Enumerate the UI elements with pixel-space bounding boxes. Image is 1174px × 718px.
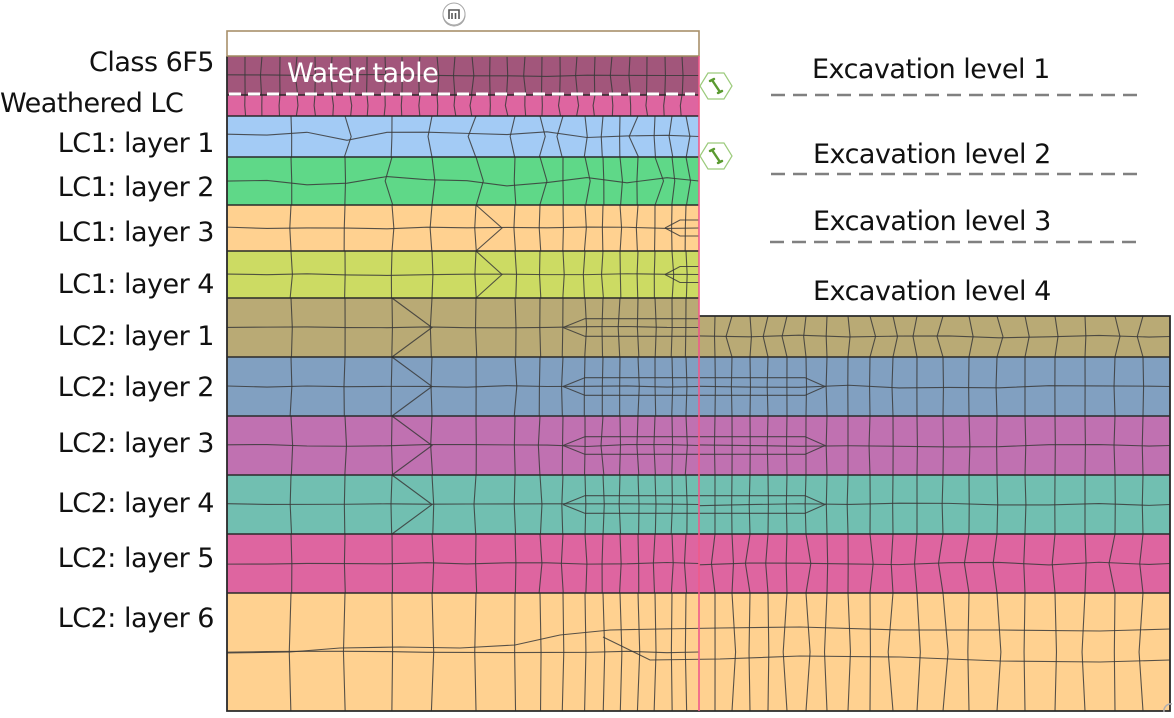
layer-label: LC1: layer 4 [58, 269, 214, 300]
mesh-line [602, 205, 603, 251]
layer-label: LC1: layer 2 [58, 172, 214, 203]
layer-label: LC2: layer 2 [58, 372, 214, 403]
marker-circle [443, 3, 465, 25]
water-table-label: Water table [287, 58, 438, 89]
excavation-level-label: Excavation level 4 [813, 276, 1051, 307]
layer-label: LC2: layer 3 [58, 428, 214, 459]
layer-label: Weathered LC [0, 88, 183, 119]
layer-label: LC1: layer 3 [58, 217, 214, 248]
layer-label: LC2: layer 6 [58, 603, 214, 634]
excavation-level-label: Excavation level 2 [813, 139, 1051, 170]
mesh-line [227, 504, 699, 505]
mesh-line [585, 416, 586, 475]
excavation-level-label: Excavation level 1 [812, 54, 1050, 85]
layer-label: LC1: layer 1 [58, 128, 214, 159]
soil-layer [227, 116, 699, 157]
excavation-level-label: Excavation level 3 [813, 206, 1051, 237]
layer-label: LC2: layer 4 [58, 488, 214, 519]
anchor-strut-icon [700, 143, 732, 169]
mesh-line [391, 251, 392, 298]
layer-label: Class 6F5 [89, 47, 214, 78]
surface-box [227, 31, 699, 56]
layer-label: LC2: layer 1 [58, 321, 214, 352]
anchor-strut-icon [700, 73, 732, 99]
layer-label: LC2: layer 5 [58, 543, 214, 574]
structure-marker-icon [443, 3, 465, 26]
